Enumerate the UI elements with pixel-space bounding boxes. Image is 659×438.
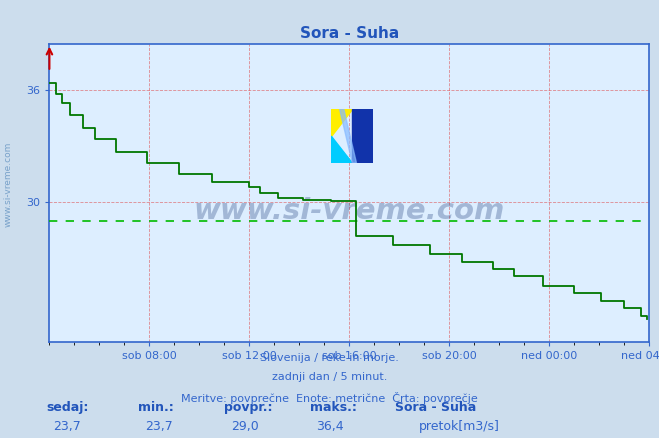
Text: pretok[m3/s]: pretok[m3/s] — [418, 420, 500, 433]
Text: Slovenija / reke in morje.: Slovenija / reke in morje. — [260, 353, 399, 363]
Text: 23,7: 23,7 — [145, 420, 173, 433]
Text: maks.:: maks.: — [310, 401, 357, 414]
Text: sedaj:: sedaj: — [46, 401, 88, 414]
Text: www.si-vreme.com: www.si-vreme.com — [3, 141, 13, 226]
Text: Meritve: povprečne  Enote: metrične  Črta: povprečje: Meritve: povprečne Enote: metrične Črta:… — [181, 392, 478, 404]
Polygon shape — [353, 110, 373, 163]
Text: 23,7: 23,7 — [53, 420, 80, 433]
Text: min.:: min.: — [138, 401, 174, 414]
Text: zadnji dan / 5 minut.: zadnji dan / 5 minut. — [272, 372, 387, 382]
Title: Sora - Suha: Sora - Suha — [300, 26, 399, 41]
Polygon shape — [331, 110, 353, 136]
Text: 29,0: 29,0 — [231, 420, 258, 433]
Text: 36,4: 36,4 — [316, 420, 344, 433]
Text: povpr.:: povpr.: — [224, 401, 273, 414]
Text: www.si-vreme.com: www.si-vreme.com — [194, 197, 505, 225]
Polygon shape — [331, 136, 353, 163]
Polygon shape — [339, 110, 357, 163]
Text: Sora - Suha: Sora - Suha — [395, 401, 476, 414]
